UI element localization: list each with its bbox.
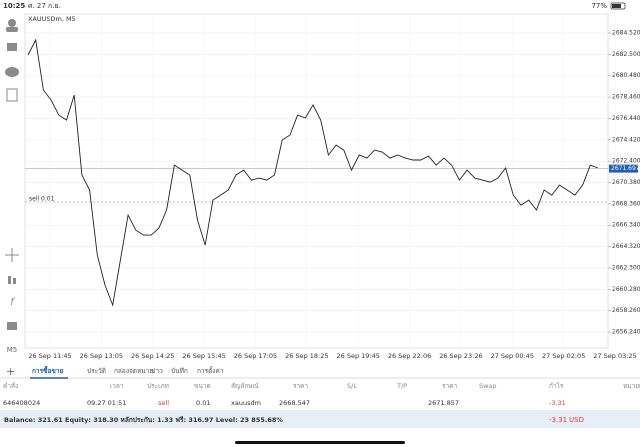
account-icon[interactable]: [8, 19, 16, 27]
x-tick-label: 26 Sep 18:25: [285, 352, 328, 360]
x-tick-label: 27 Sep 02:05: [542, 352, 585, 360]
table-cell: 0.01: [196, 399, 210, 407]
table-header: ราคา: [293, 382, 308, 390]
price-line-series: [27, 38, 599, 307]
balance-text: Balance: 321.61 Equity: 318.30 หลักประกั…: [4, 416, 283, 424]
add-icon[interactable]: +: [6, 365, 15, 378]
tab[interactable]: การซื้อขาย: [32, 365, 63, 375]
status-date: ศ. 27 ก.ย.: [28, 2, 61, 10]
chart-title: XAUUSDm, M5: [28, 15, 76, 23]
table-cell: 09.27 01:51: [87, 399, 126, 407]
home-indicator: [235, 441, 405, 444]
candle-icon-2: [13, 278, 16, 284]
order-label: sell 0.01: [29, 195, 55, 202]
table-cell: 2668.547: [279, 399, 310, 407]
objects-icon[interactable]: [7, 322, 17, 330]
table-header: คำสั่ง: [3, 381, 18, 390]
table-cell: xauusdm: [231, 399, 261, 407]
y-tick-label: 2682.500: [612, 51, 640, 58]
battery-icon: [610, 2, 626, 10]
account-icon-body: [6, 27, 18, 32]
candle-icon[interactable]: [8, 276, 11, 284]
x-tick-label: 26 Sep 19:45: [336, 352, 379, 360]
table-header: S/L: [347, 382, 357, 390]
balance-band: [0, 410, 640, 428]
chart-frame: [24, 13, 609, 349]
price-tag: [609, 164, 638, 173]
table-cell: -3.31: [549, 399, 566, 407]
y-tick-label: 2672.400: [612, 158, 640, 165]
timeframe[interactable]: M5: [7, 346, 18, 354]
table-cell: 2671.857: [428, 399, 459, 407]
x-tick-label: 26 Sep 14:25: [131, 352, 174, 360]
y-tick-label: 2674.420: [612, 136, 640, 143]
y-tick-label: 2676.440: [612, 115, 640, 122]
table-header: เวลา: [110, 382, 124, 390]
y-tick-label: 2662.300: [612, 264, 640, 271]
y-tick-label: 2670.380: [612, 179, 640, 186]
x-tick-label: 26 Sep 15:45: [182, 352, 225, 360]
chat-icon[interactable]: [5, 67, 19, 77]
balance-currency: USD: [569, 416, 584, 424]
table-header: Swap: [479, 382, 497, 390]
y-tick-label: 2656.240: [612, 329, 640, 336]
trade-icon[interactable]: [7, 43, 17, 51]
y-tick-label: 2684.520: [612, 30, 640, 37]
tab[interactable]: บันทึก: [171, 367, 188, 375]
x-tick-label: 27 Sep 00:45: [491, 352, 534, 360]
tab[interactable]: ข่าว: [151, 367, 163, 375]
y-tick-label: 2658.260: [612, 307, 640, 314]
x-tick-label: 27 Sep 03:25: [593, 352, 636, 360]
tab[interactable]: กล่องจดหมาย: [114, 367, 153, 375]
y-tick-label: 2666.340: [612, 222, 640, 229]
y-tick-label: 2678.460: [612, 94, 640, 101]
table-header: หมายเหตุ: [623, 382, 640, 390]
table-header: สัญลักษณ์: [231, 382, 259, 390]
battery-level: [612, 4, 621, 8]
y-tick-label: 2660.280: [612, 286, 640, 293]
x-tick-label: 26 Sep 23:26: [439, 352, 482, 360]
status-battery: 77%: [591, 2, 607, 10]
status-time: 10:25: [3, 2, 25, 10]
x-tick-label: 26 Sep 22:06: [388, 352, 431, 360]
x-tick-label: 26 Sep 13:05: [80, 352, 123, 360]
table-header: กำไร: [549, 382, 564, 390]
x-tick-label: 26 Sep 11:45: [28, 352, 71, 360]
table-header: ราคา: [442, 382, 457, 390]
table-header: ประเภท: [147, 382, 169, 390]
table-cell: sell: [158, 399, 169, 407]
y-tick-label: 2664.320: [612, 243, 640, 250]
table-cell: 646408024: [3, 399, 40, 407]
x-tick-label: 26 Sep 17:05: [234, 352, 277, 360]
new-icon[interactable]: [6, 88, 18, 102]
balance-profit: -3.31: [549, 416, 567, 424]
y-tick-label: 2680.480: [612, 72, 640, 79]
left-toolbar: f +: [5, 19, 19, 378]
table-header: T/P: [396, 382, 407, 390]
tab[interactable]: การตั้งค่า: [197, 366, 224, 375]
table-header: ขนาด: [194, 382, 211, 390]
tab[interactable]: ประวัติ: [87, 367, 106, 375]
indicator-icon[interactable]: f: [10, 297, 15, 308]
y-tick-label: 2668.360: [612, 200, 640, 207]
price-tag-label: 2671.697: [611, 165, 640, 172]
